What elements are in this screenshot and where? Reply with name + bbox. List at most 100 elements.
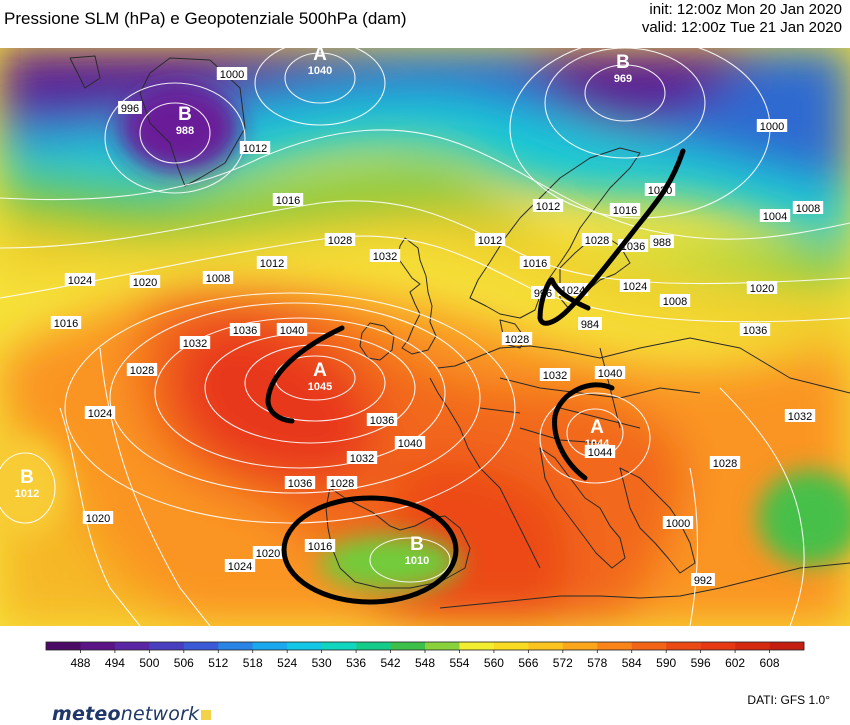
isobar-label-box: [126, 363, 158, 376]
isobar-label: 1000: [756, 119, 788, 133]
isobar-label-text: 1024: [228, 561, 252, 573]
center-symbol: B: [410, 534, 424, 555]
isobar-label-text: 1028: [585, 235, 609, 247]
isobar-label: 1028: [126, 363, 158, 377]
isobar-label-text: 1024: [623, 281, 647, 293]
colorbar-tick-label: 530: [312, 656, 332, 670]
isobar-label: 1036: [617, 239, 649, 253]
isobar-label: 1028: [326, 476, 358, 490]
isobar-label: 1032: [179, 336, 211, 350]
isobar-label-box: [739, 323, 771, 336]
center-symbol: B: [178, 104, 192, 125]
isobar-label-text: 1024: [88, 408, 112, 420]
isobar-label-box: [519, 256, 551, 269]
isobar-label-text: 1036: [743, 325, 767, 337]
isobar-label: 1008: [202, 271, 234, 285]
brand-text-network: network: [120, 703, 200, 725]
center-value: 1045: [308, 381, 332, 393]
center-symbol: A: [590, 417, 604, 438]
colorbar-swatch: [218, 642, 254, 650]
isobar-label: 1016: [304, 539, 336, 553]
isobar-label-box: [202, 271, 234, 284]
colorbar-tick-label: 596: [691, 656, 711, 670]
annotation-strokes: [265, 148, 686, 605]
isobar-label: 1036: [366, 413, 398, 427]
isobar-label-box: [709, 456, 741, 469]
isobar-label: 1020: [746, 281, 778, 295]
colorbar-tick-label: 488: [70, 656, 90, 670]
colorbar-swatch: [597, 642, 633, 650]
isobar-label-box: [118, 101, 142, 114]
isobar-label: 1016: [519, 256, 551, 270]
center-value: 1044: [585, 438, 610, 450]
isobar-label-box: [594, 366, 626, 379]
isobar-label: 1040: [594, 366, 626, 380]
isobar-label-box: [224, 559, 256, 572]
isobar-label-box: [369, 249, 401, 262]
isobar-label-box: [759, 209, 791, 222]
colorbar-tick-label: 602: [725, 656, 745, 670]
colorbar-swatch: [252, 642, 288, 650]
isobar-label-text: 1040: [280, 325, 304, 337]
brand-logo: meteonetwork: [52, 703, 212, 725]
ridge-arc-central: [552, 382, 615, 481]
data-source: DATI: GFS 1.0°: [747, 693, 830, 707]
run-info: init: 12:00z Mon 20 Jan 2020 valid: 12:0…: [642, 1, 842, 37]
isobar-label-text: 1028: [328, 235, 352, 247]
isobar-label: 996: [118, 101, 142, 115]
center-symbol: B: [20, 467, 34, 488]
isobar-label: 1040: [276, 323, 308, 337]
colorbar-swatch: [287, 642, 322, 650]
isobar-label-text: 1028: [713, 458, 737, 470]
colorbar-tick-label: 554: [449, 656, 469, 670]
isobar-label-text: 1016: [523, 258, 547, 270]
isobar-label-box: [252, 546, 284, 559]
isobar-label-text: 1032: [543, 370, 567, 382]
isobar-label-box: [82, 511, 114, 524]
init-time: init: 12:00z Mon 20 Jan 2020: [649, 1, 842, 18]
center-value: 1012: [15, 488, 39, 500]
colorbar-tick-label: 494: [105, 656, 125, 670]
isobar-label-box: [584, 445, 616, 458]
isobar-label-box: [239, 141, 271, 154]
isobar-label: 992: [691, 573, 715, 587]
isobar-label-box: [366, 413, 398, 426]
isobar-label-text: 988: [653, 237, 671, 249]
isobar-label: 1016: [50, 316, 82, 330]
isobar-label-box: [609, 203, 641, 216]
isobar-label: 1024: [84, 406, 116, 420]
isobar-label-text: 996: [121, 103, 139, 115]
isobar-label-text: 1032: [183, 338, 207, 350]
isobar-label: 1016: [609, 203, 641, 217]
isobar-label-box: [691, 573, 715, 586]
isobar-label: 1020: [82, 511, 114, 525]
isobar-label-box: [272, 193, 304, 206]
center-value: 1040: [308, 65, 332, 77]
isobar-label-text: 1016: [54, 318, 78, 330]
isobar-label: 1012: [256, 256, 288, 270]
pressure-map: 996 1000 1012 1016 1028 1032 1024 1020 1008 1012 1…: [0, 48, 850, 626]
valid-time: valid: 12:00z Tue 21 Jan 2020: [641, 19, 842, 36]
center-symbol: B: [616, 52, 630, 73]
isobar-label: 1020: [252, 546, 284, 560]
isobar-label-text: 1028: [505, 334, 529, 346]
isobar-label-text: 984: [581, 319, 599, 331]
isobar-label-box: [578, 317, 602, 330]
isobar-label-text: 1008: [796, 203, 820, 215]
isobar-label: 1036: [739, 323, 771, 337]
isobar-label-text: 1000: [760, 121, 784, 133]
isobar-label-text: 1036: [370, 415, 394, 427]
colorbar-tick-label: 518: [243, 656, 263, 670]
isobar-label-box: [662, 516, 694, 529]
colorbar-tick-label: 536: [346, 656, 366, 670]
colorbar-swatch: [459, 642, 495, 650]
isobar-label-box: [276, 323, 308, 336]
colorbar-tick-label: 578: [587, 656, 607, 670]
colorbar-tick-label: 572: [553, 656, 573, 670]
colorbar-tick-label: 566: [518, 656, 538, 670]
isobar-label-text: 1024: [68, 275, 92, 287]
isobar-label: 1028: [709, 456, 741, 470]
colorbar-tick-label: 560: [484, 656, 504, 670]
